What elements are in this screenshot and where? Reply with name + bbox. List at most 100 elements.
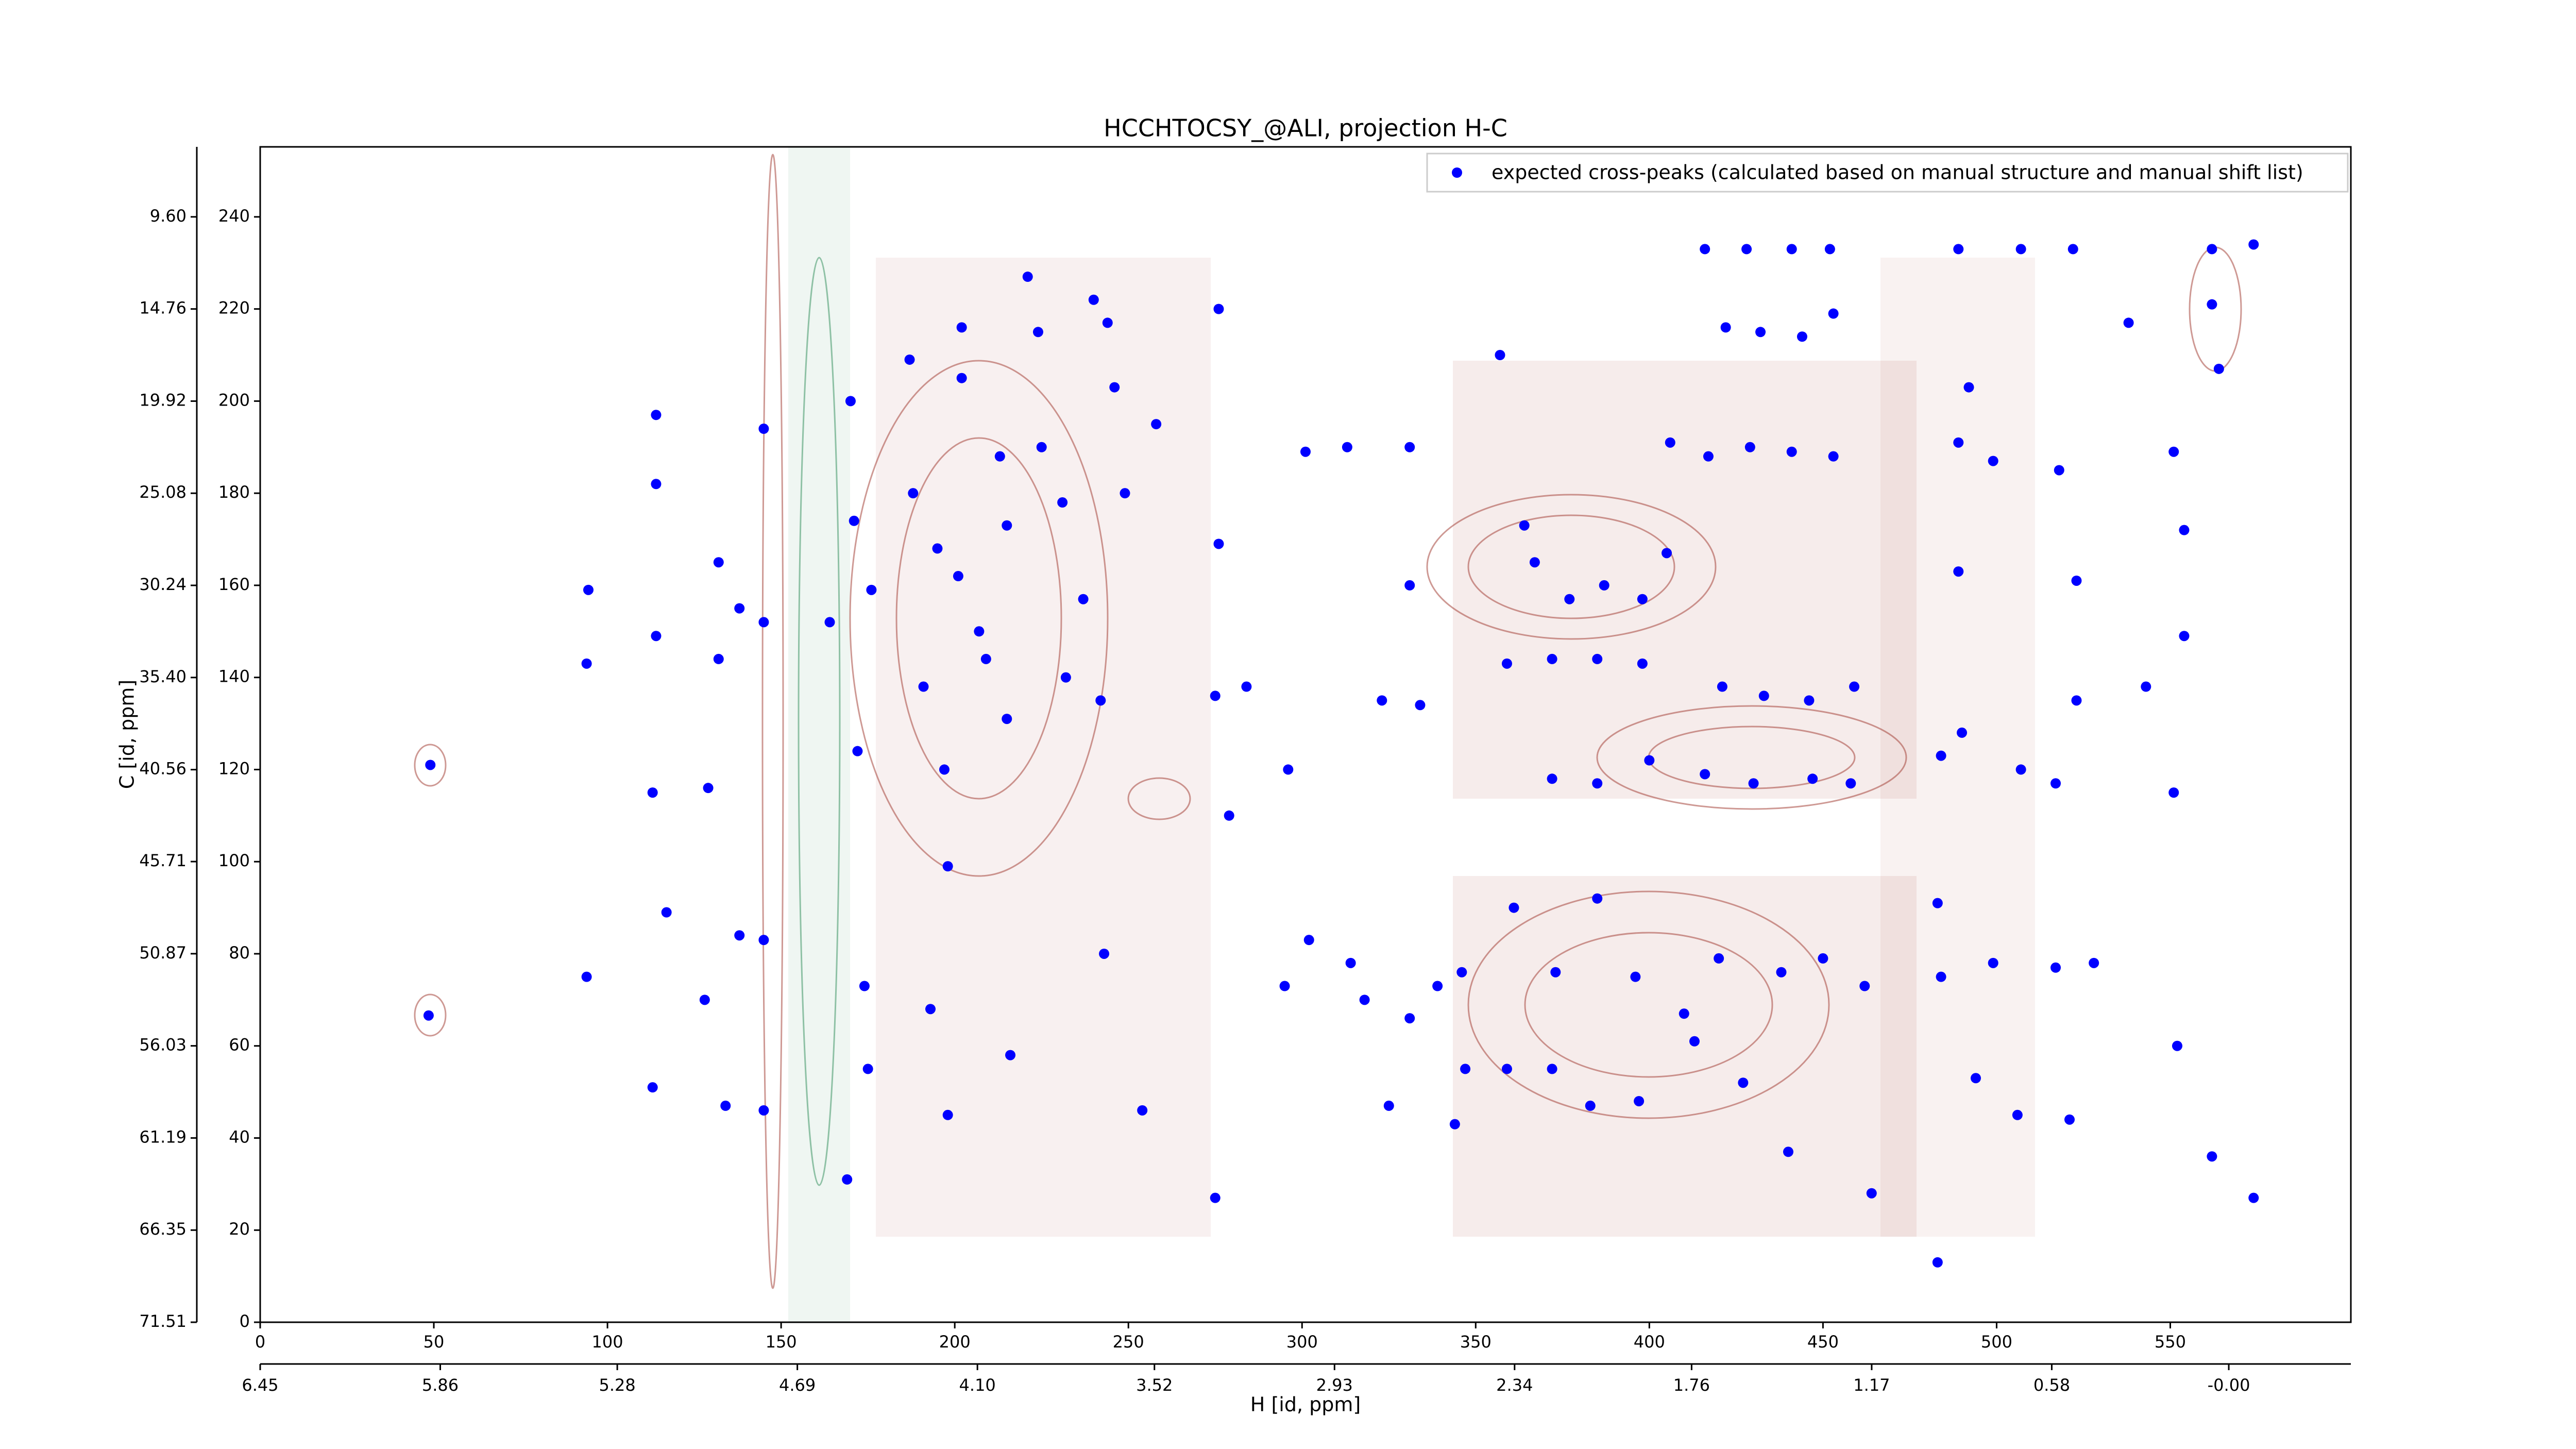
cross-peak xyxy=(703,783,714,794)
cross-peak xyxy=(2071,695,2082,706)
cross-peak xyxy=(1634,1096,1645,1106)
cross-peak xyxy=(2089,957,2099,968)
cross-peak xyxy=(1404,442,1415,452)
cross-peak xyxy=(925,1004,936,1015)
cross-peak xyxy=(581,658,592,669)
x-tick-label: 450 xyxy=(1807,1332,1839,1352)
x2-tick-label: 2.34 xyxy=(1496,1375,1533,1395)
cross-peak xyxy=(1797,331,1807,342)
cross-peak xyxy=(1738,1077,1749,1088)
cross-peak xyxy=(1057,497,1068,508)
cross-peak xyxy=(1953,437,1964,448)
cross-peak xyxy=(824,617,835,628)
x-tick-label: 300 xyxy=(1286,1332,1318,1352)
x-tick-label: 550 xyxy=(2155,1332,2186,1352)
cross-peak xyxy=(1022,272,1033,282)
x-tick-label: 200 xyxy=(939,1332,971,1352)
cross-peak xyxy=(2141,681,2151,692)
cross-peak xyxy=(423,1010,434,1021)
cross-peak xyxy=(908,488,919,499)
cross-peak xyxy=(849,515,859,526)
cross-peak xyxy=(1932,1257,1943,1268)
y2-tick-label: 19.92 xyxy=(139,390,187,410)
cross-peak xyxy=(2123,317,2134,328)
cross-peak xyxy=(651,479,662,490)
y-tick-label: 200 xyxy=(218,390,250,410)
cross-peak xyxy=(994,451,1005,462)
cross-peak xyxy=(1501,1064,1512,1074)
cross-peak xyxy=(1662,548,1672,559)
y2-tick-label: 61.19 xyxy=(139,1127,187,1147)
x2-tick-label: 5.86 xyxy=(422,1375,459,1395)
cross-peak xyxy=(1550,967,1561,978)
cross-peak xyxy=(1932,898,1943,908)
x2-tick-label: 3.52 xyxy=(1136,1375,1173,1395)
cross-peak xyxy=(862,1064,873,1074)
cross-peak xyxy=(1241,681,1252,692)
cross-peak xyxy=(1213,538,1224,549)
cross-peak xyxy=(2248,239,2259,250)
x2-tick-label: 2.93 xyxy=(1316,1375,1353,1395)
y-tick-label: 0 xyxy=(240,1311,250,1331)
y2-tick-label: 66.35 xyxy=(139,1219,187,1239)
cross-peak xyxy=(1210,1192,1221,1203)
y-tick-label: 220 xyxy=(218,298,250,318)
cross-peak xyxy=(845,396,856,407)
cross-peak xyxy=(1224,810,1234,821)
cross-peak xyxy=(2168,446,2179,457)
cross-peak xyxy=(956,373,967,383)
x-axis-label: H [id, ppm] xyxy=(1250,1393,1361,1416)
cross-peak xyxy=(1585,1100,1596,1111)
cross-peak xyxy=(1970,1073,1981,1084)
cross-peak xyxy=(1679,1008,1689,1019)
cross-peak xyxy=(2054,465,2064,476)
x2-tick-label: 1.76 xyxy=(1673,1375,1710,1395)
x-tick-label: 50 xyxy=(423,1332,445,1352)
cross-peak xyxy=(2071,575,2082,586)
cross-peak xyxy=(1700,244,1710,255)
x-tick-label: 150 xyxy=(766,1332,797,1352)
cross-peak xyxy=(1404,580,1415,591)
cross-peak xyxy=(1519,520,1530,531)
cross-peak xyxy=(647,1082,658,1093)
cross-peak xyxy=(1005,1050,1016,1060)
y-tick-label: 140 xyxy=(218,667,250,686)
cross-peak xyxy=(1637,594,1648,604)
cross-peak xyxy=(1404,1013,1415,1024)
cross-peak xyxy=(1665,437,1675,448)
cross-peak xyxy=(1953,244,1964,255)
y2-tick-label: 45.71 xyxy=(139,851,187,870)
cross-peak xyxy=(713,653,724,664)
legend-label: expected cross-peaks (calculated based o… xyxy=(1492,161,2303,184)
y2-tick-label: 71.51 xyxy=(139,1311,187,1331)
x-tick-label: 250 xyxy=(1113,1332,1144,1352)
cross-peak xyxy=(2168,787,2179,798)
cross-peak xyxy=(758,617,769,628)
cross-peak xyxy=(1988,957,1998,968)
y-tick-label: 40 xyxy=(229,1127,250,1147)
cross-peak xyxy=(2248,1192,2259,1203)
cross-peak xyxy=(1060,672,1071,683)
cross-peak xyxy=(1002,520,1012,531)
cross-peak xyxy=(1630,971,1641,982)
cross-peak xyxy=(1807,773,1818,784)
x2-tick-label: 5.28 xyxy=(599,1375,635,1395)
cross-peak xyxy=(734,603,745,614)
chart-title: HCCHTOCSY_@ALI, projection H-C xyxy=(1104,114,1507,142)
cross-peak xyxy=(956,322,967,333)
cross-peak xyxy=(758,935,769,946)
cross-peak xyxy=(2015,244,2026,255)
cross-peak xyxy=(699,995,710,1005)
cross-peak xyxy=(2179,631,2190,642)
x-tick-label: 500 xyxy=(1981,1332,2012,1352)
plot-frame xyxy=(196,146,2352,1365)
cross-peak xyxy=(1151,419,1162,430)
legend: expected cross-peaks (calculated based o… xyxy=(1426,153,2349,193)
cross-peak xyxy=(1547,773,1557,784)
cross-peak xyxy=(859,981,870,991)
y2-tick-label: 9.60 xyxy=(150,206,187,226)
cross-peak xyxy=(1078,594,1089,604)
cross-peak xyxy=(904,354,915,365)
cross-peak xyxy=(939,764,950,775)
x2-tick-label: 6.45 xyxy=(242,1375,278,1395)
